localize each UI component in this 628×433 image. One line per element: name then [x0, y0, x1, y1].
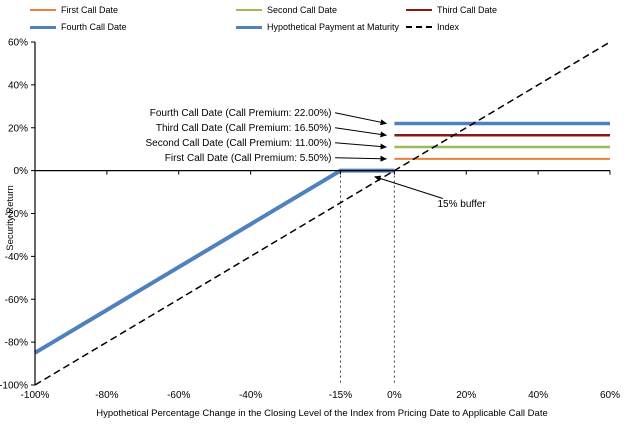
x-tick-label: -60% [167, 390, 190, 401]
x-tick-label: -40% [239, 390, 262, 401]
annotation-label: First Call Date (Call Premium: 5.50%) [165, 153, 332, 164]
legend-label: Fourth Call Date [61, 22, 127, 32]
y-tick-label: -60% [5, 295, 28, 306]
legend-swatch [236, 9, 262, 11]
x-tick-label: 40% [528, 390, 548, 401]
y-tick-label: 40% [8, 80, 28, 91]
y-tick-label: 0% [14, 166, 29, 177]
y-tick-label: -80% [5, 338, 28, 349]
x-tick-label: 60% [600, 390, 620, 401]
legend-swatch [406, 9, 432, 11]
annotation-arrow [334, 112, 387, 126]
legend-item: Hypothetical Payment at Maturity [236, 22, 399, 32]
annotation-arrow [335, 127, 387, 138]
y-tick-label: -20% [5, 209, 28, 220]
legend-item: Third Call Date [406, 5, 497, 15]
x-tick-label: -80% [95, 390, 118, 401]
legend-label: Index [437, 22, 460, 32]
x-tick-label: 0% [387, 390, 402, 401]
chart-legend: First Call Date Second Call Date Third Cal… [0, 0, 628, 40]
y-tick-label: -100% [0, 381, 28, 392]
legend-item: Second Call Date [236, 5, 337, 15]
legend-swatch [236, 25, 262, 29]
legend-item: Index [406, 22, 459, 32]
legend-label: First Call Date [61, 5, 119, 15]
y-tick-label: 60% [8, 38, 28, 49]
annotation-arrow [335, 155, 387, 162]
legend-label: Hypothetical Payment at Maturity [267, 22, 400, 32]
annotation-label: 15% buffer [438, 199, 487, 210]
annotation-label: Third Call Date (Call Premium: 16.50%) [156, 123, 332, 134]
legend-swatch [406, 26, 432, 28]
legend-label: Third Call Date [437, 5, 498, 15]
y-axis-title: Security Return [5, 185, 16, 250]
x-tick-label: 20% [456, 390, 476, 401]
legend-swatch [30, 9, 56, 11]
y-tick-label: 20% [8, 123, 28, 134]
series-index [34, 41, 611, 386]
x-tick-label: -100% [21, 390, 50, 401]
annotation-arrow [335, 142, 387, 150]
annotation-label: Second Call Date (Call Premium: 11.00%) [145, 138, 331, 149]
legend-label: Second Call Date [267, 5, 338, 15]
annotation-label: Fourth Call Date (Call Premium: 22.00%) [150, 108, 332, 119]
x-axis-title: Hypothetical Percentage Change in the Cl… [96, 408, 548, 419]
plot-layers: -100% -80% -60% -40% -15% 0% 20% 40% 60% 60% 40% 20… [0, 38, 620, 402]
legend-swatch [30, 25, 56, 29]
annotation-arrow [374, 175, 444, 199]
y-tick-label: -40% [5, 252, 28, 263]
x-tick-label: -15% [329, 390, 352, 401]
legend-item: First Call Date [30, 5, 118, 15]
legend-item: Fourth Call Date [30, 22, 127, 32]
